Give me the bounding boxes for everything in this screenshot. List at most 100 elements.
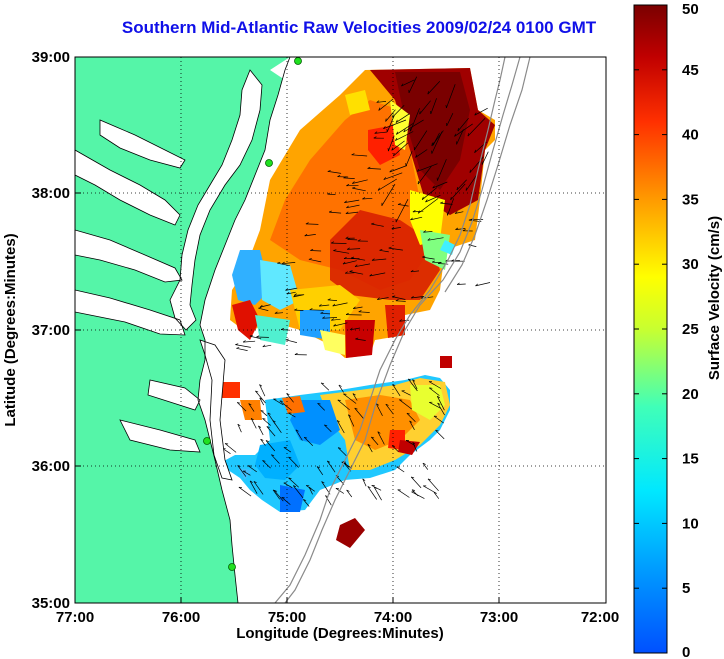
velocity-vector-head [351,256,355,259]
y-tick-label: 37:00 [32,322,70,339]
velocity-vector [325,495,332,506]
velocity-vector-head [266,426,270,428]
velocity-vector [395,300,406,302]
velocity-vector-head [320,311,324,314]
velocity-vector-head [432,185,435,189]
velocity-vector [281,329,291,331]
velocity-vector [411,491,425,499]
velocity-vector [371,436,379,446]
velocity-vector-head [294,293,297,296]
radar-sites [203,57,302,571]
velocity-vector-head [383,177,387,180]
velocity-vector [293,485,304,499]
velocity-vector [383,172,403,180]
velocity-vector [433,415,445,424]
velocity-vector [338,384,344,393]
velocity-vector [322,317,338,319]
velocity-vector [355,338,366,341]
velocity-vector [260,304,271,308]
velocity-vector-head [409,420,413,423]
velocity-vector-head [343,256,347,260]
velocity-vector [412,210,424,213]
velocity-vector [277,262,290,267]
velocity-vector-head [379,248,383,251]
velocity-vector-head [397,203,401,205]
velocity-vector [425,194,441,203]
velocity-vector [320,312,331,315]
velocity-vector-head [259,304,263,308]
velocity-vector [410,108,420,132]
velocity-vector-head [367,486,371,489]
velocity-vector [354,263,371,268]
velocity-vector [427,81,441,95]
velocity-vector-head [338,447,341,449]
grid-lines [75,57,606,603]
velocity-vector [279,400,292,411]
x-tick-label: 74:00 [374,609,412,626]
velocity-vector-head [327,460,331,463]
velocity-vector [288,412,296,418]
velocity-vector-head [354,407,358,410]
velocity-vector [250,418,257,429]
velocity-vector-head [242,340,246,343]
velocity-vector [431,131,443,154]
velocity-vector-head [305,222,309,225]
velocity-vector [295,429,303,441]
velocity-vector [429,387,440,396]
velocity-vector-head [344,200,348,203]
velocity-vector [385,403,394,415]
velocity-vector-head [367,166,371,169]
velocity-vector [242,470,251,476]
velocity-vector-head [259,397,263,400]
velocity-vector-head [377,297,380,300]
velocity-vector [423,485,436,494]
velocity-vector-head [235,343,239,345]
velocity-vector [286,393,294,403]
velocity-vector [377,178,397,191]
velocity-vector [391,140,405,151]
bathymetry-contours [274,57,531,603]
velocity-vector-head [468,218,472,221]
velocity-vector [392,296,406,300]
velocity-vector-head [288,456,292,459]
velocity-vector-head [389,169,392,173]
velocity-vector-head [253,481,257,484]
velocity-vector-head [420,296,424,299]
velocity-vector-head [450,196,452,200]
velocity-vector-head [327,170,331,172]
velocity-vector [437,402,445,416]
velocity-vector-head [395,119,398,123]
velocity-vector [371,258,387,261]
velocity-vector [422,462,429,470]
velocity-vector [369,272,386,277]
velocity-vector [401,79,415,87]
velocity-vector [342,260,357,265]
velocity-vector [367,486,377,500]
velocity-vector [305,223,319,225]
velocity-vector-head [362,478,366,481]
velocity-vector [331,318,341,321]
velocity-vector [286,291,296,295]
velocity-vector [335,475,345,485]
velocity-vector-head [455,227,459,230]
velocity-vector [262,460,271,469]
velocity-vector [405,439,416,446]
velocity-vector [415,149,428,158]
velocity-vector [367,444,373,453]
velocity-vector-head [373,136,377,139]
x-tick-label: 72:00 [581,609,619,626]
velocity-vector [428,381,442,389]
velocity-vector-head [423,230,427,233]
velocity-vector-head [435,429,439,432]
velocity-vector [262,418,271,426]
velocity-vector [282,262,296,265]
velocity-vector [393,142,409,157]
y-tick-label: 36:00 [32,458,70,475]
colorbar-tick-label: 35 [682,191,699,208]
velocity-vector-head [437,402,441,405]
velocity-vector [381,183,396,206]
velocity-vector-head [385,403,389,406]
velocity-vector [408,378,418,392]
velocity-vector [324,424,332,433]
